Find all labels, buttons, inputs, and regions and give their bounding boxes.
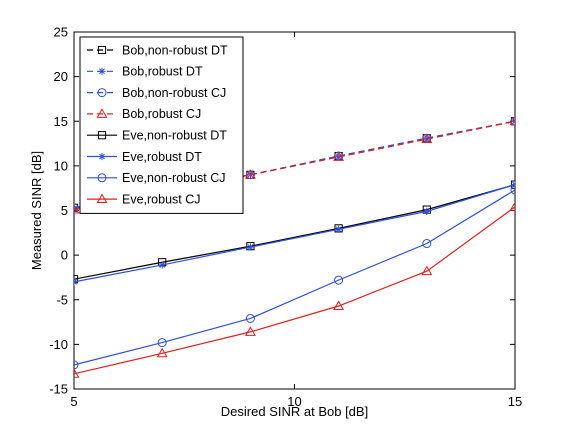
legend-marker	[98, 152, 106, 161]
legend-label: Bob,robust DT	[122, 65, 203, 79]
legend-item: Bob,robust DT	[87, 65, 203, 79]
y-tick-label: -15	[49, 382, 68, 397]
series-7	[74, 185, 515, 370]
data-point	[245, 313, 255, 323]
x-tick-label: 15	[508, 394, 522, 409]
series-line	[74, 206, 515, 375]
data-point	[244, 326, 256, 336]
data-point	[74, 203, 80, 214]
data-point	[421, 133, 433, 144]
data-point	[509, 201, 515, 211]
data-point	[74, 360, 79, 370]
data-point	[74, 368, 80, 378]
data-point	[333, 300, 345, 310]
data-point	[246, 243, 254, 251]
data-point	[156, 347, 168, 358]
legend-item: Eve,robust DT	[87, 150, 202, 164]
legend-box	[79, 36, 244, 214]
data-point	[509, 115, 515, 126]
legend-marker	[97, 173, 107, 183]
legend-label: Eve,robust DT	[122, 150, 202, 164]
legend-item: Bob,non-robust CJ	[87, 86, 226, 100]
y-tick-label: 20	[54, 69, 68, 84]
data-point	[423, 207, 431, 215]
x-axis-label: Desired SINR at Bob [dB]	[221, 404, 368, 419]
data-point	[333, 151, 345, 161]
legend-label: Eve,non-robust DT	[122, 129, 227, 143]
series-8	[74, 201, 515, 378]
legend-marker	[97, 45, 107, 55]
legend-label: Eve,non-robust CJ	[122, 171, 226, 185]
data-point	[335, 225, 343, 233]
data-point	[510, 185, 515, 195]
y-tick-label: -5	[56, 292, 68, 307]
legend-item: Eve,non-robust DT	[87, 129, 227, 143]
y-tick-label: 15	[54, 114, 68, 129]
series-line	[74, 184, 515, 283]
legend-item: Bob,robust CJ	[87, 107, 201, 121]
data-point	[74, 278, 78, 286]
y-tick-label: 5	[61, 203, 68, 218]
data-point	[334, 275, 344, 285]
data-point	[244, 169, 256, 179]
y-tick-label: 10	[54, 158, 68, 173]
legend-marker	[97, 131, 107, 140]
data-point	[74, 203, 79, 213]
data-point	[422, 239, 432, 249]
y-tick-label: 0	[61, 248, 68, 263]
legend-label: Bob,non-robust CJ	[122, 86, 226, 100]
y-tick-label: -10	[49, 337, 68, 352]
legend-item: Bob,non-robust DT	[87, 43, 228, 57]
legend-item: Eve,robust CJ	[87, 192, 201, 206]
legend-marker	[97, 88, 107, 98]
data-point	[510, 116, 515, 126]
y-tick-label: 25	[54, 25, 68, 40]
legend-label: Bob,robust CJ	[122, 107, 201, 121]
legend-marker	[96, 108, 108, 118]
legend: Bob,non-robust DT Bob,robust DT Bob,non-ro…	[79, 36, 244, 214]
x-tick-label: 5	[70, 394, 77, 409]
legend-marker	[96, 193, 108, 204]
x-tick-label: 10	[287, 394, 301, 409]
data-point	[158, 261, 166, 269]
data-point	[421, 265, 433, 276]
legend-marker	[98, 67, 106, 75]
series-line	[74, 184, 515, 280]
data-point	[157, 338, 167, 348]
legend-item: Eve,non-robust CJ	[87, 171, 226, 185]
legend-label: Bob,non-robust DT	[122, 43, 228, 57]
y-axis-label: Measured SINR [dB]	[29, 151, 44, 270]
legend-label: Eve,robust CJ	[122, 192, 201, 206]
series-line	[74, 189, 515, 366]
